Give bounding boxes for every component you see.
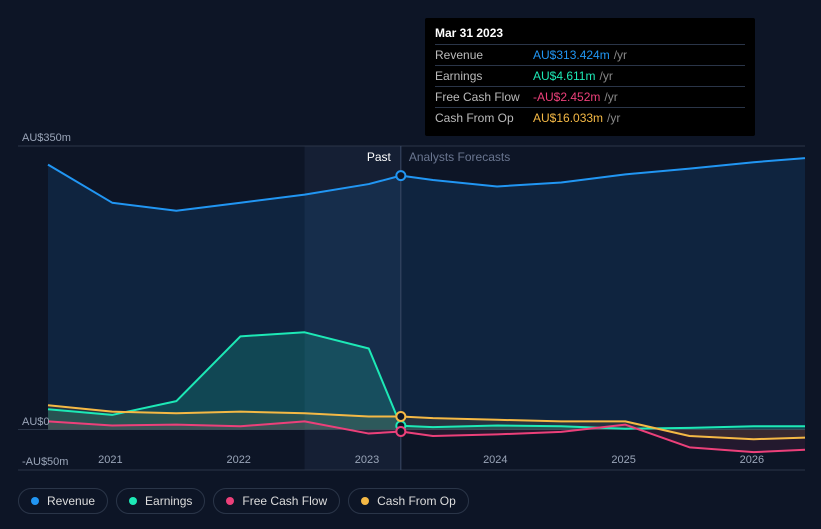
x-tick-label: 2023 (355, 454, 379, 466)
tooltip-row: Cash From OpAU$16.033m/yr (435, 107, 745, 128)
legend-item[interactable]: Free Cash Flow (213, 488, 340, 514)
tooltip-row-label: Earnings (435, 69, 533, 83)
tooltip-row-label: Revenue (435, 48, 533, 62)
legend: Revenue Earnings Free Cash Flow Cash From O… (18, 488, 469, 514)
y-tick-label: AU$0 (22, 416, 50, 428)
tooltip-row-unit: /yr (604, 90, 617, 104)
financials-chart: AU$350m AU$0 -AU$50m 2021 2022 2023 2024 2025 2… (0, 0, 821, 524)
x-tick-label: 2026 (740, 454, 764, 466)
legend-item[interactable]: Revenue (18, 488, 108, 514)
x-tick-label: 2022 (226, 454, 250, 466)
legend-item[interactable]: Cash From Op (348, 488, 469, 514)
legend-label: Free Cash Flow (242, 494, 327, 508)
legend-item[interactable]: Earnings (116, 488, 205, 514)
tooltip-row-value: AU$313.424m (533, 48, 610, 62)
legend-label: Revenue (47, 494, 95, 508)
legend-label: Earnings (145, 494, 192, 508)
tooltip-row-unit: /yr (599, 69, 612, 83)
tooltip-row-label: Free Cash Flow (435, 90, 533, 104)
tooltip-row: Free Cash Flow-AU$2.452m/yr (435, 86, 745, 107)
legend-swatch (226, 497, 234, 505)
tooltip-row-value: AU$16.033m (533, 111, 603, 125)
legend-swatch (129, 497, 137, 505)
x-tick-label: 2021 (98, 454, 122, 466)
tooltip-row-unit: /yr (614, 48, 627, 62)
legend-swatch (361, 497, 369, 505)
tooltip: Mar 31 2023 RevenueAU$313.424m/yrEarning… (425, 18, 755, 136)
tooltip-row: EarningsAU$4.611m/yr (435, 65, 745, 86)
tooltip-row-value: -AU$2.452m (533, 90, 600, 104)
y-tick-label: -AU$50m (22, 456, 68, 468)
tooltip-row-unit: /yr (607, 111, 620, 125)
legend-label: Cash From Op (377, 494, 456, 508)
x-tick-label: 2025 (611, 454, 635, 466)
x-tick-label: 2024 (483, 454, 507, 466)
y-tick-label: AU$350m (22, 132, 71, 144)
forecast-label: Analysts Forecasts (409, 150, 510, 164)
tooltip-row-label: Cash From Op (435, 111, 533, 125)
past-label: Past (367, 150, 391, 164)
tooltip-row-value: AU$4.611m (533, 69, 595, 83)
tooltip-row: RevenueAU$313.424m/yr (435, 44, 745, 65)
legend-swatch (31, 497, 39, 505)
tooltip-title: Mar 31 2023 (435, 26, 745, 44)
